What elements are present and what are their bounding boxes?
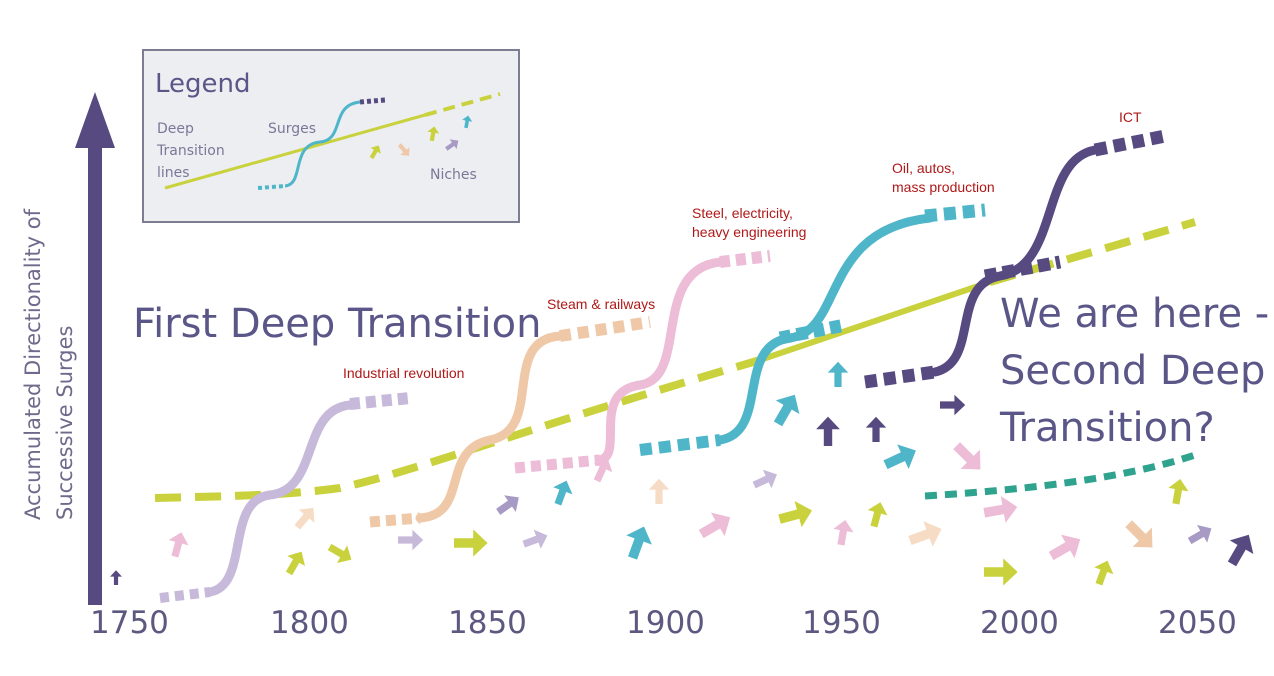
era-label-oil-line2: mass production <box>892 179 995 195</box>
surge-oil-autos <box>639 203 986 456</box>
first-deep-transition-line-future <box>988 218 1197 286</box>
tick-1900: 1900 <box>626 605 705 641</box>
second-transition-heading-line2: Second Deep <box>1000 348 1265 394</box>
legend-deep-line-sample <box>164 113 426 190</box>
era-label-steel-line1: Steel, electricity, <box>692 205 793 221</box>
y-axis-arrow <box>75 92 115 605</box>
legend-deep-line1: Deep <box>157 121 194 137</box>
y-axis-label-line2: Successive Surges <box>53 326 77 521</box>
tick-2000: 2000 <box>980 605 1059 641</box>
legend-surges: Surges <box>268 121 316 137</box>
y-axis-label-line1: Accumulated Directionality of <box>21 208 45 520</box>
second-transition-heading-line1: We are here - <box>1000 291 1269 337</box>
x-axis-ticks: 1750 1800 1850 1900 1950 2000 2050 <box>90 605 1237 641</box>
legend-niches: Niches <box>430 167 477 183</box>
second-transition-heading-line3: Transition? <box>999 405 1215 451</box>
legend-box: Legend Deep Transition lines Surges Nich… <box>142 49 520 223</box>
legend-title: Legend <box>155 69 251 99</box>
legend-surge-sample <box>257 184 286 190</box>
era-label-oil-line1: Oil, autos, <box>892 160 955 176</box>
surge-ict <box>864 129 1167 389</box>
legend-deep-line3: lines <box>157 165 190 181</box>
era-label-industrial: Industrial revolution <box>343 365 464 381</box>
niche-arrows <box>110 361 1261 588</box>
tick-2050: 2050 <box>1158 605 1237 641</box>
legend-deep-line2: Transition <box>156 143 225 159</box>
tick-1800: 1800 <box>270 605 349 641</box>
first-deep-transition-line-dashed <box>154 356 762 502</box>
era-label-steel-line2: heavy engineering <box>692 224 806 240</box>
era-label-ict: ICT <box>1119 109 1142 125</box>
tick-1750: 1750 <box>90 605 169 641</box>
surge-steel-electricity <box>514 250 771 474</box>
second-deep-transition-line <box>924 451 1197 500</box>
tick-1850: 1850 <box>448 605 527 641</box>
tick-1950: 1950 <box>802 605 881 641</box>
first-deep-transition-line-solid <box>759 279 991 363</box>
era-label-steam: Steam & railways <box>547 296 655 312</box>
surge-industrial-revolution <box>159 392 411 603</box>
first-deep-transition-heading: First Deep Transition <box>133 301 541 347</box>
surge-steam-railways <box>369 316 651 528</box>
